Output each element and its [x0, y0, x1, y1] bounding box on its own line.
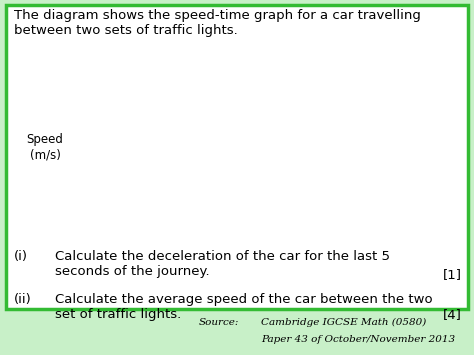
Text: (i): (i)	[14, 250, 28, 263]
Text: 20: 20	[353, 222, 367, 232]
Text: 16: 16	[89, 102, 103, 112]
FancyBboxPatch shape	[6, 5, 468, 309]
Text: 0: 0	[96, 218, 103, 228]
Text: Source:: Source:	[199, 318, 239, 327]
Text: 10: 10	[237, 222, 251, 232]
Text: Speed
(m/s): Speed (m/s)	[27, 133, 64, 161]
Text: [4]: [4]	[443, 308, 462, 321]
Text: The diagram shows the speed-time graph for a car travelling
between two sets of : The diagram shows the speed-time graph f…	[14, 9, 421, 37]
Text: [1]: [1]	[443, 268, 462, 281]
Text: Time (seconds): Time (seconds)	[234, 242, 324, 255]
Text: Calculate the average speed of the car between the two
set of traffic lights.: Calculate the average speed of the car b…	[55, 293, 432, 321]
Text: Paper 43 of October/November 2013: Paper 43 of October/November 2013	[261, 335, 455, 344]
Text: (ii): (ii)	[14, 293, 32, 306]
Text: Cambridge IGCSE Math (0580): Cambridge IGCSE Math (0580)	[261, 318, 426, 327]
Text: 25: 25	[411, 222, 425, 232]
Text: Calculate the deceleration of the car for the last 5
seconds of the journey.: Calculate the deceleration of the car fo…	[55, 250, 390, 278]
